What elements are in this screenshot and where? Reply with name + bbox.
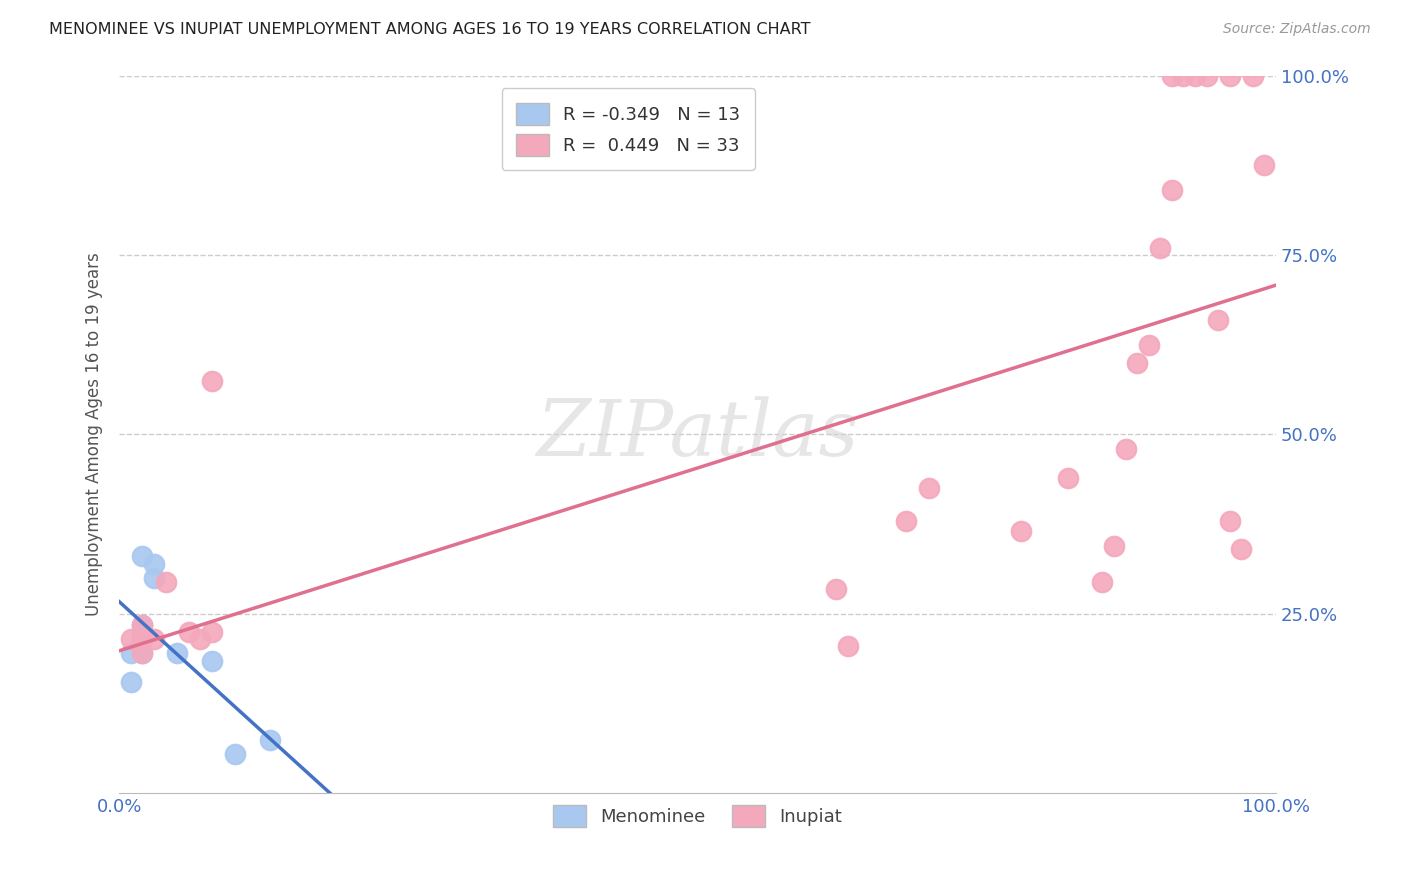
Point [131,646,153,660]
Point [1241,69,1264,83]
Point [259,732,281,747]
Point [1173,69,1195,83]
Point [837,639,859,653]
Point [177,624,200,639]
Point [143,571,166,585]
Point [155,574,177,589]
Point [131,549,153,564]
Point [1253,158,1275,172]
Text: Source: ZipAtlas.com: Source: ZipAtlas.com [1223,22,1371,37]
Point [918,481,941,495]
Point [120,632,142,646]
Point [201,374,224,388]
Point [1137,337,1160,351]
Point [1056,470,1078,484]
Point [131,632,153,646]
Point [1160,69,1182,83]
Point [1126,356,1149,370]
Point [1206,312,1229,326]
Point [131,617,153,632]
Text: ZIPatlas: ZIPatlas [537,396,859,473]
Point [224,747,246,761]
Point [1102,539,1125,553]
Point [143,632,166,646]
Point [131,617,153,632]
Legend: Menominee, Inupiat: Menominee, Inupiat [546,798,849,835]
Point [131,646,153,660]
Point [201,624,224,639]
Point [1011,524,1033,539]
Point [188,632,211,646]
Point [1091,574,1114,589]
Point [1149,241,1171,255]
Point [1219,514,1241,528]
Text: MENOMINEE VS INUPIAT UNEMPLOYMENT AMONG AGES 16 TO 19 YEARS CORRELATION CHART: MENOMINEE VS INUPIAT UNEMPLOYMENT AMONG … [49,22,811,37]
Y-axis label: Unemployment Among Ages 16 to 19 years: Unemployment Among Ages 16 to 19 years [86,252,103,616]
Point [120,646,142,660]
Point [1115,442,1137,456]
Point [201,654,224,668]
Point [894,514,917,528]
Point [131,632,153,646]
Point [131,624,153,639]
Point [1160,183,1182,197]
Point [166,646,188,660]
Point [143,557,166,571]
Point [120,675,142,690]
Point [825,582,848,596]
Point [1219,69,1241,83]
Point [1184,69,1206,83]
Point [1230,542,1253,557]
Point [1195,69,1218,83]
